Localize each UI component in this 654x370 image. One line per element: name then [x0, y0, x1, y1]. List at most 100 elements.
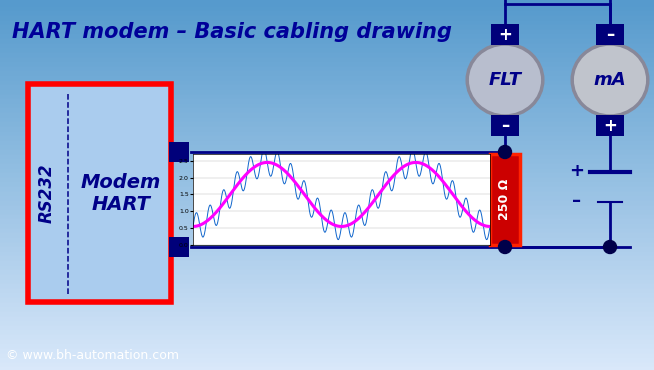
Bar [0, 105, 654, 111]
Bar [0, 313, 654, 319]
Bar [0, 45, 654, 51]
Bar [0, 290, 654, 296]
Bar [0, 64, 654, 70]
Bar [0, 360, 654, 366]
Bar [0, 82, 654, 88]
Bar [0, 346, 654, 352]
Bar [0, 327, 654, 333]
Bar [0, 221, 654, 226]
Bar [169, 142, 189, 162]
Bar [0, 4, 654, 9]
Bar [0, 78, 654, 83]
Bar [0, 147, 654, 152]
Bar [0, 91, 654, 97]
Bar [0, 212, 654, 217]
Bar [491, 115, 519, 136]
Text: –: – [501, 117, 509, 135]
Bar [0, 323, 654, 329]
Bar [0, 8, 654, 14]
Bar [0, 318, 654, 324]
Bar [0, 230, 654, 236]
Bar [0, 87, 654, 92]
Bar [28, 84, 171, 302]
Circle shape [498, 240, 511, 253]
Bar [0, 281, 654, 287]
Bar [0, 216, 654, 222]
Text: FLT: FLT [489, 71, 521, 89]
Bar [0, 59, 654, 65]
Bar [0, 350, 654, 356]
Bar [0, 267, 654, 273]
Ellipse shape [467, 44, 543, 116]
Ellipse shape [572, 44, 648, 116]
Bar [0, 68, 654, 74]
Bar [0, 207, 654, 213]
Bar [0, 189, 654, 194]
Bar [169, 237, 189, 257]
Bar [0, 295, 654, 300]
Bar [0, 41, 654, 46]
Bar [0, 304, 654, 310]
Bar [0, 276, 654, 282]
Text: RS232: RS232 [38, 163, 56, 223]
Bar [0, 96, 654, 102]
Bar [0, 244, 654, 250]
Bar [0, 235, 654, 241]
Text: © www.bh-automation.com: © www.bh-automation.com [6, 349, 179, 362]
Bar [0, 179, 654, 185]
Bar [0, 165, 654, 171]
Bar [0, 286, 654, 292]
Bar [0, 73, 654, 78]
Bar [0, 263, 654, 268]
Text: +: + [498, 26, 512, 44]
Text: –: – [606, 26, 614, 44]
Bar [0, 110, 654, 115]
Bar [596, 24, 624, 45]
Bar [0, 355, 654, 361]
Circle shape [498, 145, 511, 158]
Bar [0, 115, 654, 120]
Bar [0, 31, 654, 37]
Bar [491, 24, 519, 45]
Bar [0, 170, 654, 176]
Bar [0, 138, 654, 143]
Text: +: + [603, 117, 617, 135]
Circle shape [604, 240, 617, 253]
Bar [0, 341, 654, 347]
Bar [0, 22, 654, 28]
Bar [0, 202, 654, 208]
Text: 250 Ω: 250 Ω [498, 179, 511, 220]
Bar [0, 249, 654, 255]
Text: Modem
HART: Modem HART [81, 172, 161, 213]
Bar [0, 119, 654, 125]
Bar [0, 13, 654, 18]
Bar [0, 54, 654, 60]
Bar [0, 133, 654, 139]
Bar [0, 128, 654, 134]
Bar [0, 124, 654, 130]
Bar [0, 184, 654, 189]
Text: mA: mA [594, 71, 627, 89]
Bar [0, 239, 654, 245]
Bar [490, 154, 520, 245]
Bar [0, 50, 654, 56]
Bar [0, 36, 654, 41]
Bar [0, 300, 654, 305]
Text: HART modem – Basic cabling drawing: HART modem – Basic cabling drawing [12, 22, 452, 42]
Bar [0, 226, 654, 231]
Bar [0, 152, 654, 157]
Bar [0, 27, 654, 32]
Bar [0, 309, 654, 314]
Bar [0, 258, 654, 263]
Bar [0, 337, 654, 342]
Bar [0, 193, 654, 199]
Bar [0, 161, 654, 166]
Bar [0, 142, 654, 148]
Bar [0, 332, 654, 337]
Text: +: + [570, 162, 585, 181]
Bar [0, 101, 654, 107]
Bar [0, 17, 654, 23]
Bar [0, 198, 654, 204]
Bar [0, 175, 654, 180]
Bar [0, 156, 654, 162]
